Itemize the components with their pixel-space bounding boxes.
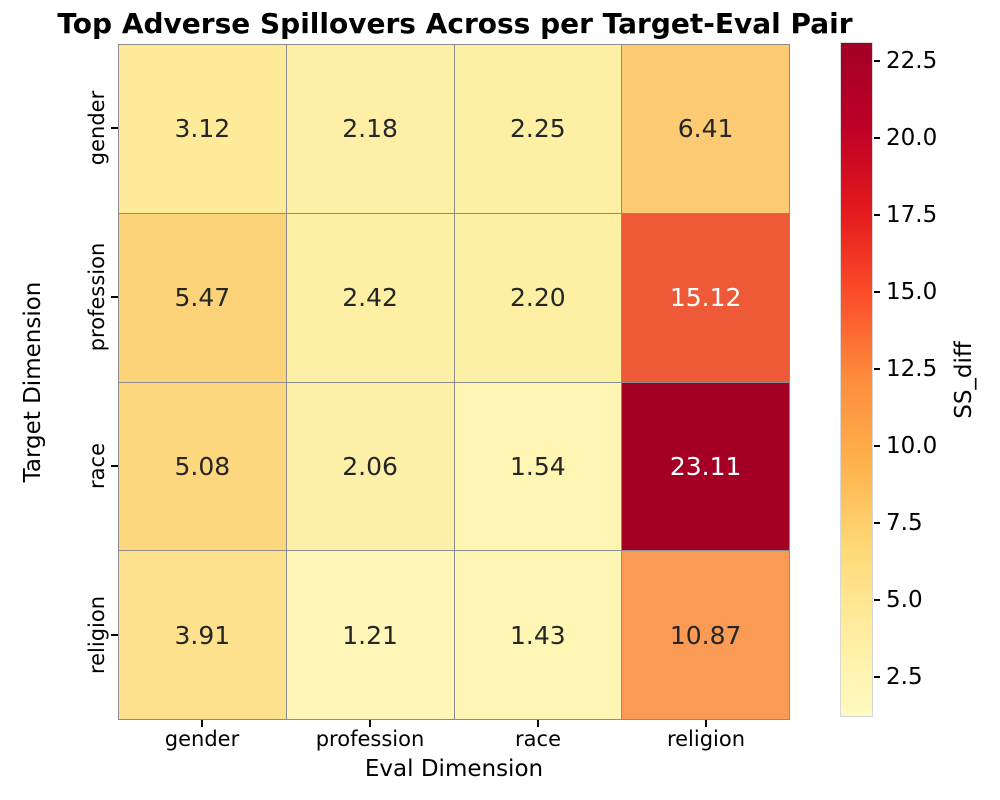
colorbar: 22.5 20.0 17.5 15.0 12.5 10.0 7.5 5.0 2.…: [840, 42, 1000, 717]
y-tick-label: profession: [85, 242, 109, 352]
heatmap-cell: 2.42: [286, 213, 454, 382]
colorbar-tick: [874, 445, 880, 447]
cell-value: 10.87: [669, 620, 742, 650]
colorbar-tick-label: 15.0: [886, 279, 938, 305]
cell-value: 15.12: [669, 283, 742, 313]
y-axis-tick: [111, 634, 118, 636]
colorbar-tick: [874, 522, 880, 524]
heatmap-cell: 23.11: [622, 382, 789, 551]
colorbar-tick-label: 5.0: [886, 587, 923, 613]
colorbar-tick-label: 20.0: [886, 125, 938, 151]
y-axis-tick: [111, 296, 118, 298]
colorbar-tick: [874, 137, 880, 139]
colorbar-tick: [874, 214, 880, 216]
cell-value: 2.25: [510, 114, 566, 144]
y-axis-tick: [111, 465, 118, 467]
y-axis-tick: [111, 127, 118, 129]
colorbar-axis-label: SS_diff: [951, 341, 977, 419]
heatmap-cell: 3.91: [119, 551, 286, 719]
heatmap-cell: 2.06: [286, 382, 454, 551]
colorbar-tick-label: 10.0: [886, 433, 938, 459]
x-axis-tick: [369, 720, 371, 727]
y-axis-label: Target Dimension: [20, 281, 46, 483]
cell-value: 5.47: [174, 283, 231, 313]
heatmap-cell: 3.12: [119, 45, 286, 213]
x-axis-tick: [201, 720, 203, 727]
heatmap-cell: 10.87: [622, 551, 789, 719]
x-axis-tick: [537, 720, 539, 727]
cell-value: 2.42: [342, 283, 398, 313]
chart-title: Top Adverse Spillovers Across per Target…: [57, 7, 853, 40]
heatmap-cell: 1.43: [454, 551, 622, 719]
cell-value: 23.11: [669, 451, 742, 481]
heatmap-cell: 6.41: [622, 45, 789, 213]
colorbar-tick-label: 7.5: [886, 510, 923, 536]
cell-value: 1.43: [510, 620, 566, 650]
cell-value: 5.08: [174, 451, 231, 481]
x-tick-label: race: [515, 727, 561, 751]
x-axis-label: Eval Dimension: [364, 756, 544, 782]
heatmap-grid: 3.12 2.18 2.25 6.41 5.47 2.42 2.20 15.12…: [118, 44, 790, 720]
heatmap-cell: 2.25: [454, 45, 622, 213]
heatmap-cell: 15.12: [622, 213, 789, 382]
x-tick-label: gender: [164, 727, 240, 751]
heatmap-cell: 2.18: [286, 45, 454, 213]
cell-value: 1.21: [342, 620, 398, 650]
x-tick-label: profession: [315, 727, 425, 751]
cell-value: 1.54: [510, 451, 566, 481]
cell-value: 3.91: [174, 620, 231, 650]
colorbar-tick-label: 22.5: [886, 48, 938, 74]
heatmap-cell: 5.47: [119, 213, 286, 382]
colorbar-tick: [874, 291, 880, 293]
colorbar-tick-label: 12.5: [886, 356, 938, 382]
x-axis-tick: [705, 720, 707, 727]
colorbar-tick: [874, 60, 880, 62]
y-tick-label: religion: [85, 595, 109, 675]
colorbar-tick-label: 2.5: [886, 664, 923, 690]
heatmap-cell: 1.54: [454, 382, 622, 551]
cell-value: 2.06: [342, 451, 398, 481]
y-tick-label: race: [85, 443, 109, 489]
cell-value: 2.18: [342, 114, 398, 144]
y-tick-label: gender: [85, 90, 109, 166]
colorbar-tick: [874, 676, 880, 678]
x-tick-label: religion: [666, 727, 746, 751]
colorbar-gradient: [840, 42, 873, 717]
heatmap-cell: 5.08: [119, 382, 286, 551]
colorbar-tick-label: 17.5: [886, 202, 938, 228]
heatmap-cell: 1.21: [286, 551, 454, 719]
cell-value: 2.20: [510, 283, 566, 313]
colorbar-tick: [874, 599, 880, 601]
cell-value: 3.12: [174, 114, 231, 144]
heatmap-cell: 2.20: [454, 213, 622, 382]
cell-value: 6.41: [677, 114, 734, 144]
colorbar-tick: [874, 368, 880, 370]
